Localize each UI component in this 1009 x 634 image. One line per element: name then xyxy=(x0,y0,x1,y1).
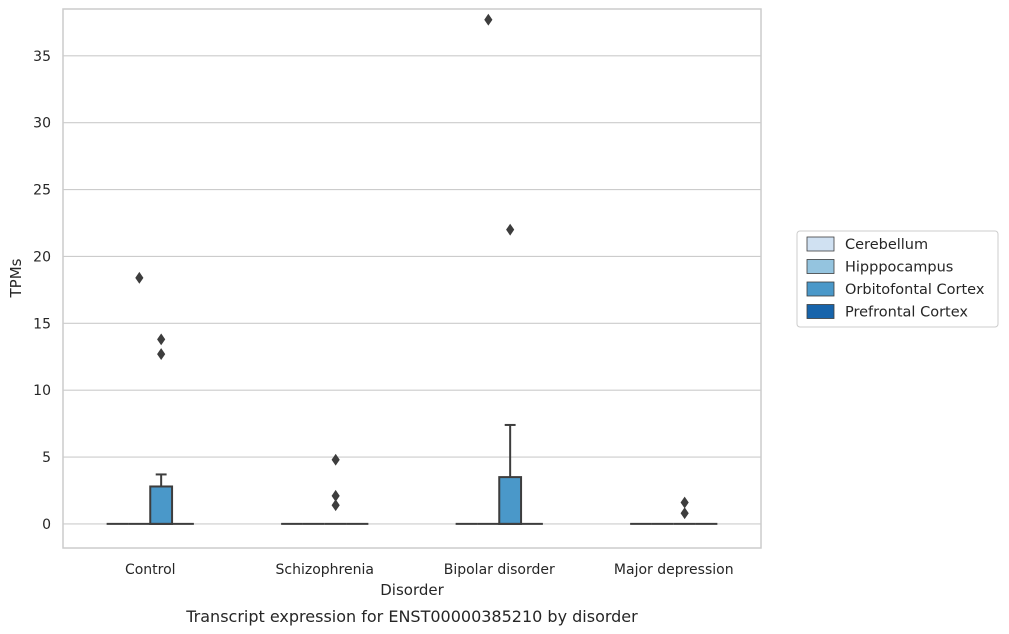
legend-swatch xyxy=(806,259,835,274)
legend-label: Hipppocampus xyxy=(845,260,953,276)
x-tick-label: Control xyxy=(125,562,176,578)
legend-swatch xyxy=(806,304,835,319)
chart-caption: Transcript expression for ENST0000038521… xyxy=(185,607,638,626)
outliers xyxy=(135,13,689,520)
y-tick-label: 25 xyxy=(33,183,51,199)
boxes xyxy=(106,423,718,525)
legend-label: Cerebellum xyxy=(845,237,928,253)
y-axis-title: TPMs xyxy=(7,258,25,298)
y-tick-label: 15 xyxy=(33,316,51,332)
y-tick-label: 5 xyxy=(42,450,51,466)
legend-label: Prefrontal Cortex xyxy=(845,305,968,321)
outlier-point xyxy=(506,223,515,236)
y-tick-label: 35 xyxy=(33,49,51,65)
outlier-point xyxy=(331,499,340,512)
outlier-point xyxy=(157,348,166,360)
outlier-point xyxy=(484,13,493,26)
outlier-point xyxy=(331,453,340,466)
legend: Cerebellum Hipppocampus Orbitofontal Corte… xyxy=(796,230,999,328)
y-tick-labels: 0 5 10 15 20 25 30 35 xyxy=(33,49,51,533)
outlier-point xyxy=(157,333,166,346)
x-axis-title: Disorder xyxy=(380,581,444,599)
box xyxy=(149,485,174,525)
outlier-point xyxy=(680,496,689,509)
x-tick-label: Bipolar disorder xyxy=(444,562,555,578)
y-tick-label: 30 xyxy=(33,116,51,132)
y-tick-label: 10 xyxy=(33,383,51,399)
box xyxy=(498,476,523,525)
grid-lines xyxy=(63,55,761,525)
x-tick-labels: Control Schizophrenia Bipolar disorder Majo… xyxy=(125,562,734,578)
outlier-point xyxy=(680,507,689,520)
plot-frame xyxy=(62,8,762,549)
x-tick-label: Schizophrenia xyxy=(276,562,374,578)
y-tick-label: 20 xyxy=(33,249,51,265)
legend-frame xyxy=(796,230,999,328)
y-tick-label: 0 xyxy=(42,517,51,533)
legend-swatch xyxy=(806,236,835,252)
outlier-point xyxy=(135,271,144,284)
legend-label: Orbitofontal Cortex xyxy=(845,282,985,298)
legend-swatch xyxy=(806,281,835,297)
x-tick-label: Major depression xyxy=(614,562,734,578)
